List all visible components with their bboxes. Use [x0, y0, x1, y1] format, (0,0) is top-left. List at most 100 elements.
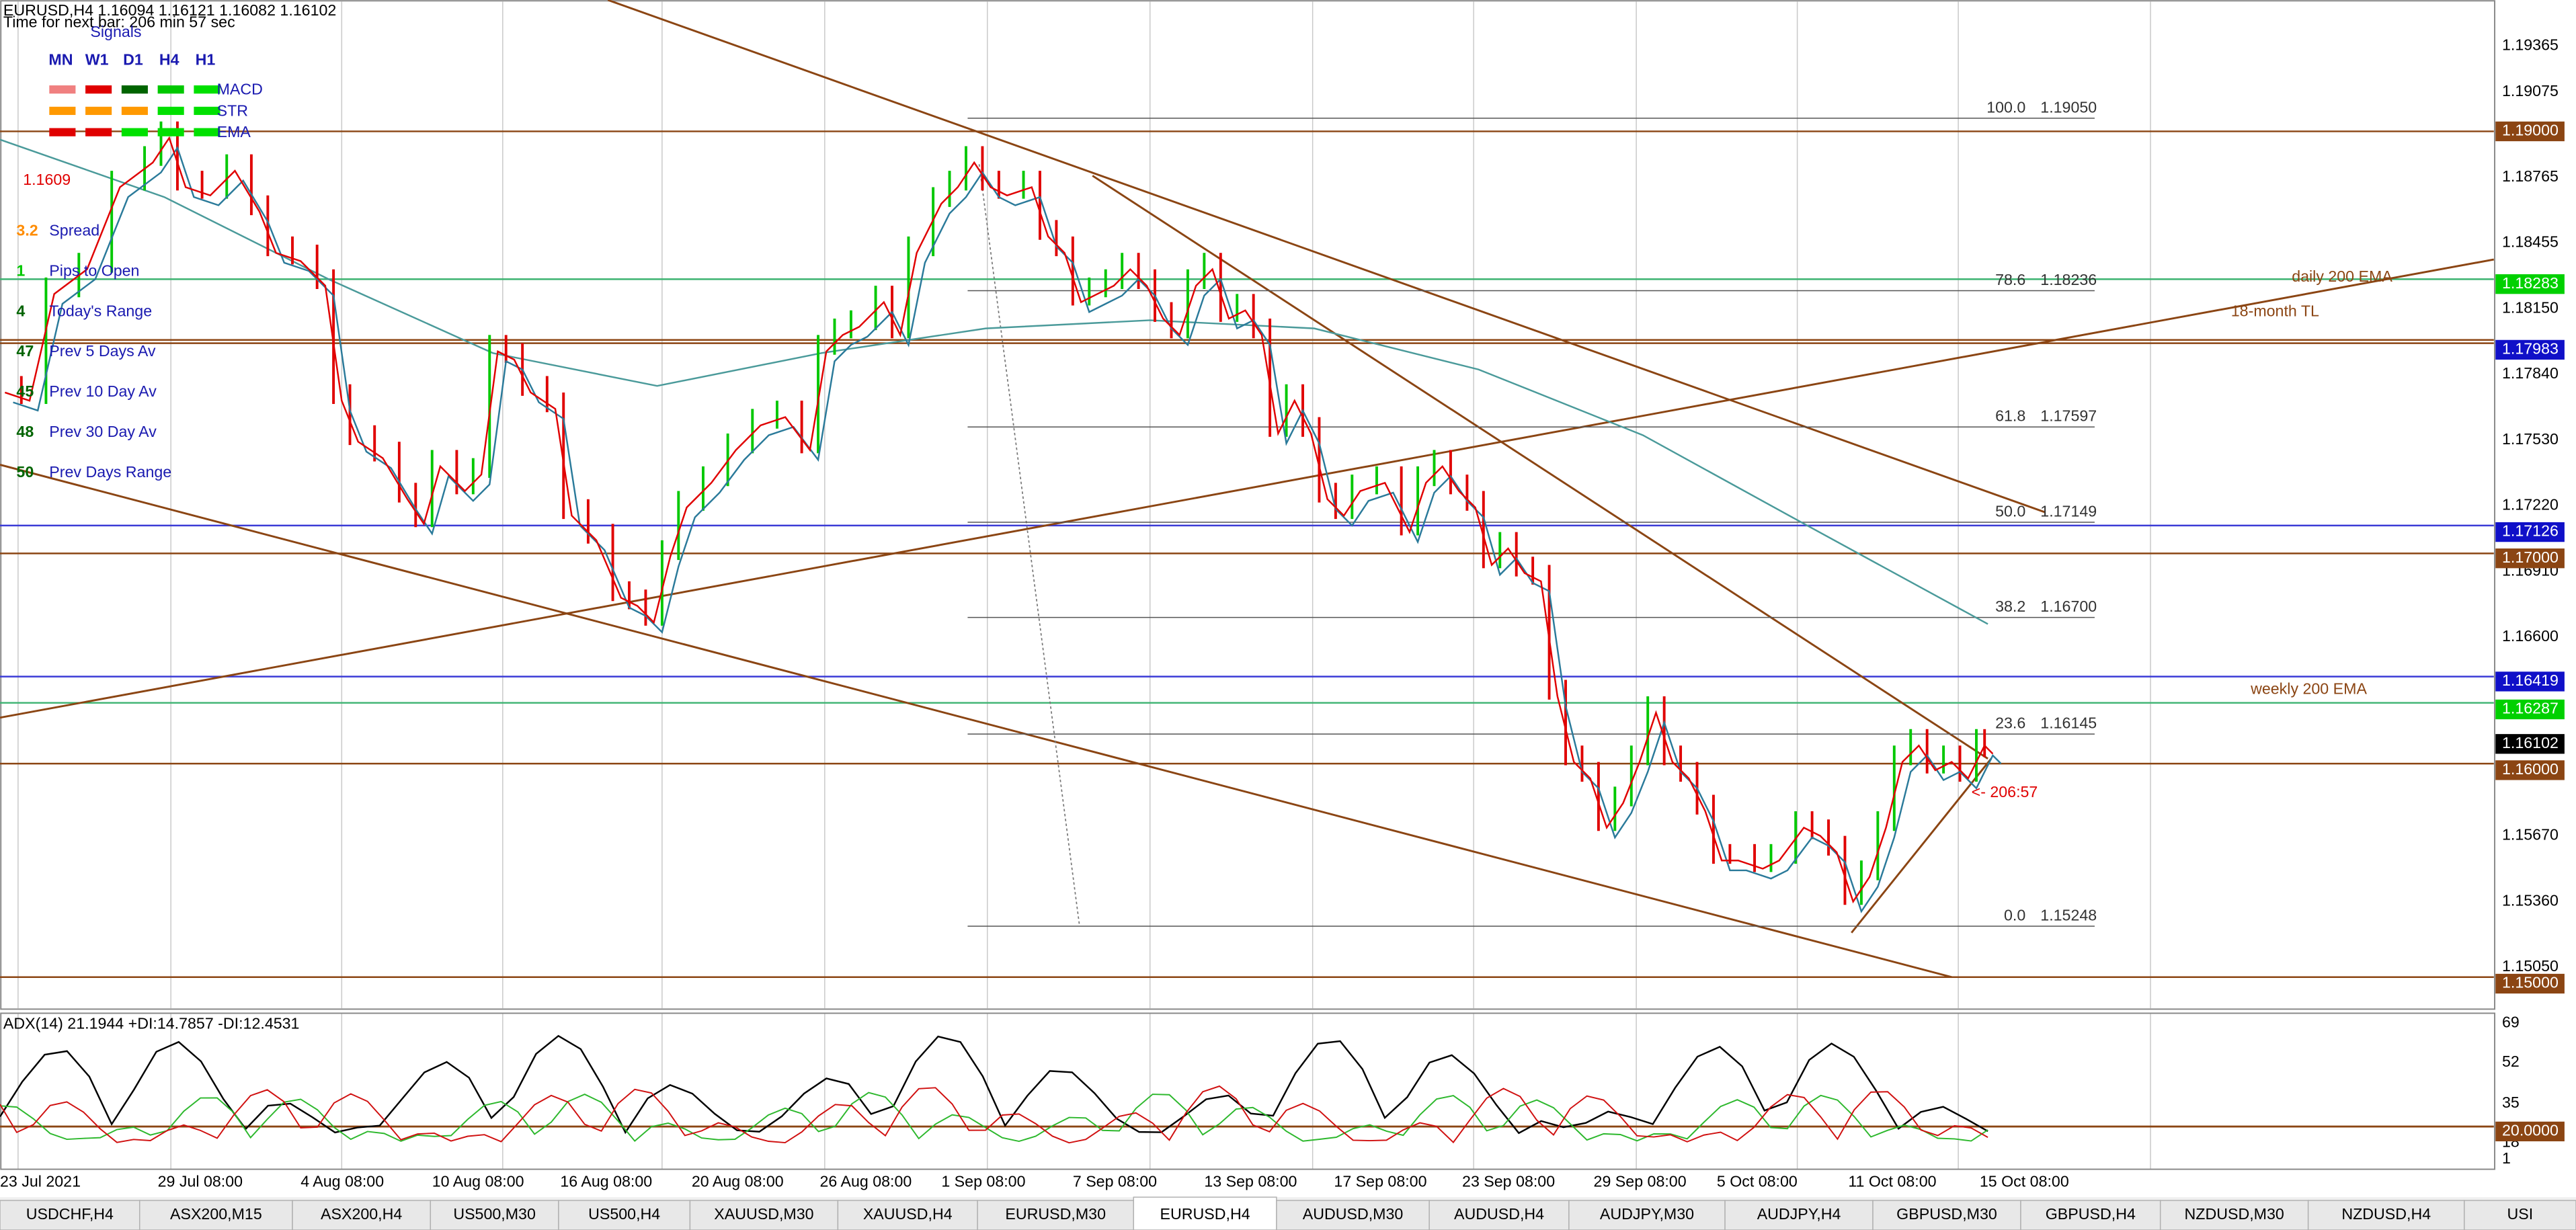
tab-label[interactable]: USDCHF,H4 [26, 1205, 114, 1223]
tab[interactable] [1724, 1200, 1874, 1230]
ema-200 [0, 138, 1988, 625]
current-price: 1.1609 [23, 171, 71, 188]
time-label: 23 Sep 08:00 [1462, 1172, 1555, 1190]
signals-title: Signals [90, 23, 141, 40]
price-plot [0, 121, 2002, 913]
signal-cell [157, 128, 184, 136]
price-label: 1.15360 [2502, 891, 2559, 909]
tab[interactable] [1568, 1200, 1726, 1230]
fib-price: 1.15248 [2040, 906, 2097, 924]
tab-label[interactable]: GBPUSD,H4 [2046, 1205, 2136, 1223]
price-box [2495, 274, 2565, 294]
indicator-label: 69 [2502, 1013, 2520, 1030]
info-value: 47 [16, 342, 34, 360]
price-box [2495, 734, 2565, 754]
time-label: 5 Oct 08:00 [1717, 1172, 1798, 1190]
price-box-label: 1.16287 [2502, 700, 2559, 717]
tab-label[interactable]: AUDJPY,H4 [1757, 1205, 1841, 1223]
timeframe: H1 [196, 51, 216, 69]
tab[interactable] [1428, 1200, 1570, 1230]
time-label: 29 Sep 08:00 [1594, 1172, 1687, 1190]
tab-label[interactable]: US500,M30 [453, 1205, 536, 1223]
tab-label[interactable]: EURUSD,H4 [1160, 1205, 1250, 1223]
tab-label[interactable]: GBPUSD,M30 [1896, 1205, 1997, 1223]
tab-label[interactable]: AUDJPY,M30 [1600, 1205, 1694, 1223]
tab-label[interactable]: EURUSD,M30 [1005, 1205, 1106, 1223]
tab-label[interactable]: USI [2507, 1205, 2534, 1223]
tab-label[interactable]: NZDUSD,H4 [2341, 1205, 2431, 1223]
price-label: 1.15670 [2502, 826, 2559, 844]
timeframe: W1 [85, 51, 109, 69]
price-box [2495, 760, 2565, 780]
price-box-label: 1.17983 [2502, 340, 2559, 358]
main-frame [0, 0, 2496, 1010]
fib-price: 1.19050 [2040, 98, 2097, 116]
time-label: 10 Aug 08:00 [432, 1172, 524, 1190]
ma-fast [4, 136, 1994, 904]
trend-line [1092, 175, 1988, 760]
price-label: 1.15050 [2502, 957, 2559, 975]
indicator-frame [0, 1012, 2496, 1170]
tab-label[interactable]: XAUUSD,M30 [714, 1205, 813, 1223]
timeframe: D1 [123, 51, 143, 69]
fib-level: 23.6 [1995, 714, 2025, 732]
tab[interactable] [292, 1200, 432, 1230]
info-label: Today's Range [49, 302, 152, 319]
time-label: 29 Jul 08:00 [158, 1172, 243, 1190]
adx-plot [0, 1034, 1988, 1144]
info-value: 48 [16, 423, 34, 440]
signal-cell [157, 106, 184, 116]
tab[interactable] [2464, 1200, 2576, 1230]
tab[interactable] [1276, 1200, 1430, 1230]
info-label: Spread [49, 222, 99, 239]
price-label: 1.17530 [2502, 430, 2559, 448]
annotation: 18-month TL [2231, 302, 2319, 319]
tab[interactable] [689, 1200, 839, 1230]
fib-price: 1.18236 [2040, 271, 2097, 288]
time-label: 4 Aug 08:00 [300, 1172, 384, 1190]
tab-label[interactable]: XAUUSD,H4 [863, 1205, 953, 1223]
price-label: 1.19075 [2502, 82, 2559, 99]
timeframe: MN [48, 51, 73, 69]
signal-cell [85, 128, 112, 136]
price-box [2495, 671, 2565, 692]
fibonacci: 100.0 1.19050 78.6 1.18236 61.8 1.17597 50.0 1.… [967, 98, 2097, 927]
price-label: 1.18150 [2502, 298, 2559, 316]
fib-level: 78.6 [1995, 271, 2025, 288]
tab-label[interactable]: AUDUSD,M30 [1303, 1205, 1404, 1223]
signal-cell [157, 85, 184, 94]
tab-label[interactable]: ASX200,M15 [170, 1205, 262, 1223]
tab[interactable] [138, 1200, 293, 1230]
price-label: 1.19365 [2502, 36, 2559, 54]
price-box-label: 1.16102 [2502, 734, 2559, 751]
tab[interactable] [977, 1200, 1135, 1230]
price-box-label: 1.19000 [2502, 122, 2559, 139]
signal-cell [49, 106, 76, 116]
tab-label[interactable]: NZDUSD,M30 [2185, 1205, 2284, 1223]
tab[interactable] [2020, 1200, 2161, 1230]
trend-line [0, 258, 2495, 719]
tab[interactable] [1133, 1196, 1277, 1230]
time-label: 17 Sep 08:00 [1334, 1172, 1426, 1190]
fib-level: 50.0 [1995, 502, 2025, 520]
fib-level: 38.2 [1995, 598, 2025, 615]
price-box [2495, 973, 2565, 994]
signal-cell [121, 85, 148, 94]
price-box-label: 1.16419 [2502, 671, 2559, 689]
info-label: Pips to Open [49, 261, 139, 279]
tab-label[interactable]: AUDUSD,H4 [1454, 1205, 1544, 1223]
tab[interactable] [558, 1200, 691, 1230]
trend-line [0, 464, 1952, 979]
price-label: 1.18765 [2502, 167, 2559, 185]
tab-label[interactable]: US500,H4 [588, 1205, 660, 1223]
tab[interactable] [430, 1200, 559, 1230]
time-label: 20 Aug 08:00 [692, 1172, 784, 1190]
fib-price: 1.17149 [2040, 502, 2097, 520]
tab-label[interactable]: ASX200,H4 [321, 1205, 402, 1223]
adx-line [0, 1034, 1988, 1135]
grid [17, 1, 2151, 1170]
info-value: 4 [16, 302, 25, 319]
tab[interactable] [837, 1200, 978, 1230]
